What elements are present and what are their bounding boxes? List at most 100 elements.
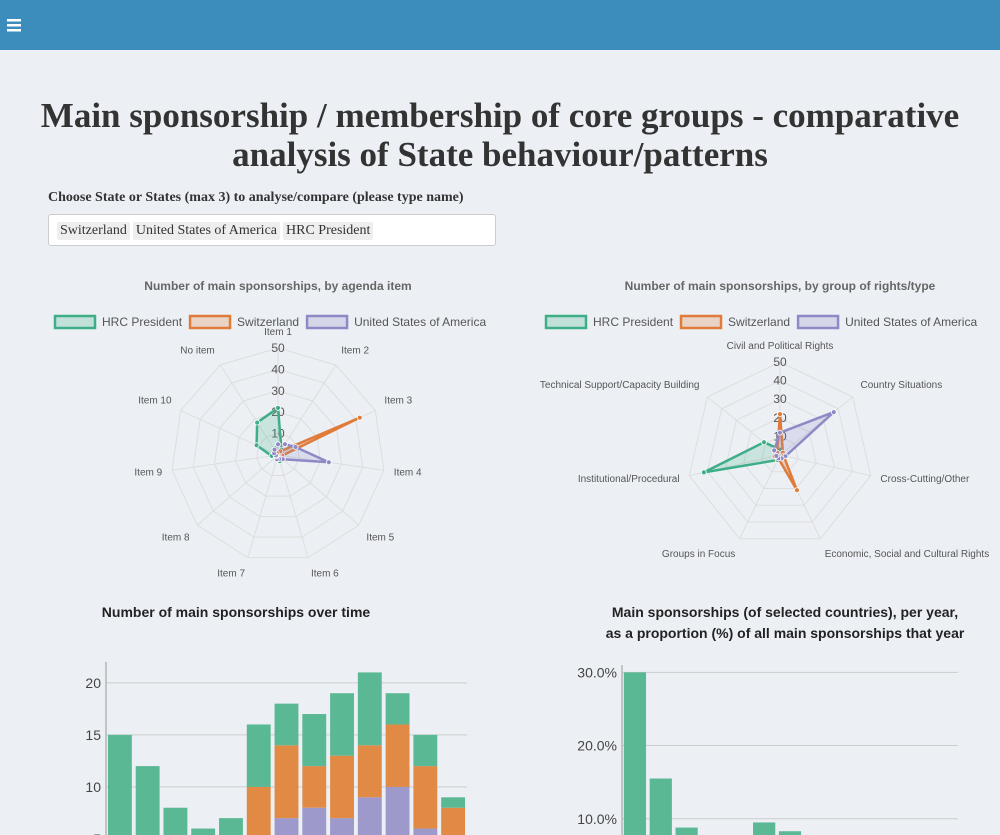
legend-label: United States of America — [354, 315, 486, 329]
tick-label: 40 — [271, 362, 285, 376]
radar-axis — [219, 364, 279, 456]
bar-segment — [302, 807, 327, 835]
chart-title: Number of main sponsorships over time — [102, 604, 371, 620]
axis-label: Civil and Political Rights — [727, 341, 834, 352]
bar-segment — [302, 714, 327, 767]
axis-label: Item 6 — [311, 568, 339, 579]
bar — [675, 827, 698, 835]
bar-segment — [135, 766, 160, 835]
axis-label: Item 7 — [217, 568, 245, 579]
axis-label: Groups in Focus — [662, 549, 735, 560]
axis-label: Item 1 — [264, 327, 292, 338]
title-line: Main sponsorship / membership of core gr… — [40, 96, 960, 135]
selected-state[interactable]: Switzerland — [57, 222, 130, 240]
bar-segment — [357, 745, 382, 798]
bar-segment — [441, 807, 466, 835]
radar-point — [275, 441, 281, 448]
grid-ring — [213, 390, 343, 518]
radar-point — [771, 447, 778, 454]
legend-swatch — [796, 314, 840, 330]
bar — [753, 822, 776, 835]
bar-segment — [385, 693, 410, 725]
bar-segment — [274, 703, 299, 746]
radar-point — [271, 446, 278, 453]
chart-title: as a proportion (%) of all main sponsors… — [606, 625, 965, 641]
radar-point — [700, 469, 707, 476]
axis-label: Item 9 — [134, 468, 162, 479]
y-tick-label: 10 — [85, 779, 101, 795]
axis-label: Cross-Cutting/Other — [880, 474, 970, 485]
y-tick-label: 10.0% — [577, 811, 617, 827]
bar-segment — [274, 745, 299, 819]
grid-ring — [706, 380, 854, 523]
bar-segment — [385, 724, 410, 787]
legend-swatch — [679, 314, 723, 330]
bar-segment — [219, 818, 243, 835]
top-bar — [0, 0, 1000, 50]
radar-point — [356, 414, 363, 421]
y-tick-label: 20 — [85, 675, 101, 691]
bar-segment — [413, 766, 438, 829]
legend-label: United States of America — [845, 315, 977, 329]
radar-point — [794, 487, 800, 494]
bar-segment — [274, 818, 299, 835]
tick-label: 30 — [271, 384, 285, 398]
radar-axis — [196, 454, 279, 526]
radar-point — [777, 411, 783, 417]
grid-ring — [688, 361, 872, 540]
tick-label: 30 — [773, 392, 787, 406]
axis-label: Country Situations — [861, 380, 943, 391]
axis-label: Institutional/Procedural — [578, 474, 680, 485]
chart-title: Main sponsorships (of selected countries… — [612, 604, 958, 620]
bar-segment — [330, 818, 354, 835]
bar-segment — [357, 797, 382, 835]
state-selector[interactable]: Switzerland United States of America HRC P… — [48, 214, 496, 246]
page-title: Main sponsorship / membership of core gr… — [0, 96, 1000, 174]
selector-label: Choose State or States (max 3) to analys… — [48, 190, 464, 205]
bar-segment — [330, 693, 354, 756]
legend-label: HRC President — [593, 315, 674, 329]
grid-ring — [725, 398, 835, 506]
bar — [649, 778, 672, 835]
grid-ring — [192, 368, 364, 538]
legend-label: Switzerland — [728, 315, 790, 329]
tick-label: 50 — [773, 355, 787, 369]
radar-point — [830, 409, 837, 415]
bar-segment — [246, 786, 271, 835]
y-tick-label: 30.0% — [577, 664, 617, 680]
bar-segment — [330, 755, 354, 819]
radar-area — [703, 440, 785, 474]
bar — [778, 831, 802, 835]
legend-swatch — [188, 314, 232, 330]
chart-title: Number of main sponsorships, by agenda i… — [144, 279, 411, 293]
radar-point — [777, 429, 783, 436]
radar-axis — [277, 454, 360, 526]
radar-point — [253, 442, 260, 449]
axis-label: Item 4 — [394, 468, 422, 479]
radar-point — [292, 444, 299, 450]
bar-segment — [413, 734, 438, 767]
chart-title: Number of main sponsorships, by group of… — [625, 279, 936, 293]
grid-ring — [235, 411, 321, 497]
radar-point — [254, 419, 261, 426]
grid-ring — [743, 417, 817, 490]
radar-point — [761, 439, 767, 446]
axis-label: No item — [180, 346, 214, 357]
bar-segment — [163, 807, 188, 835]
radar-axis — [247, 454, 279, 558]
bar-segment — [441, 797, 466, 808]
radar-point — [282, 441, 288, 448]
radar-axis — [172, 454, 279, 471]
bar-segment — [302, 766, 327, 808]
tick-label: 50 — [271, 341, 285, 355]
axis-label: Item 8 — [162, 533, 190, 544]
grid-ring — [171, 347, 385, 559]
axis-label: Item 5 — [366, 533, 394, 544]
selected-state[interactable]: HRC President — [283, 222, 374, 240]
bar-segment — [246, 724, 271, 787]
menu-button[interactable] — [7, 19, 23, 33]
selected-state[interactable]: United States of America — [132, 222, 281, 240]
legend-swatch — [305, 314, 349, 330]
radar-axis — [277, 454, 309, 558]
